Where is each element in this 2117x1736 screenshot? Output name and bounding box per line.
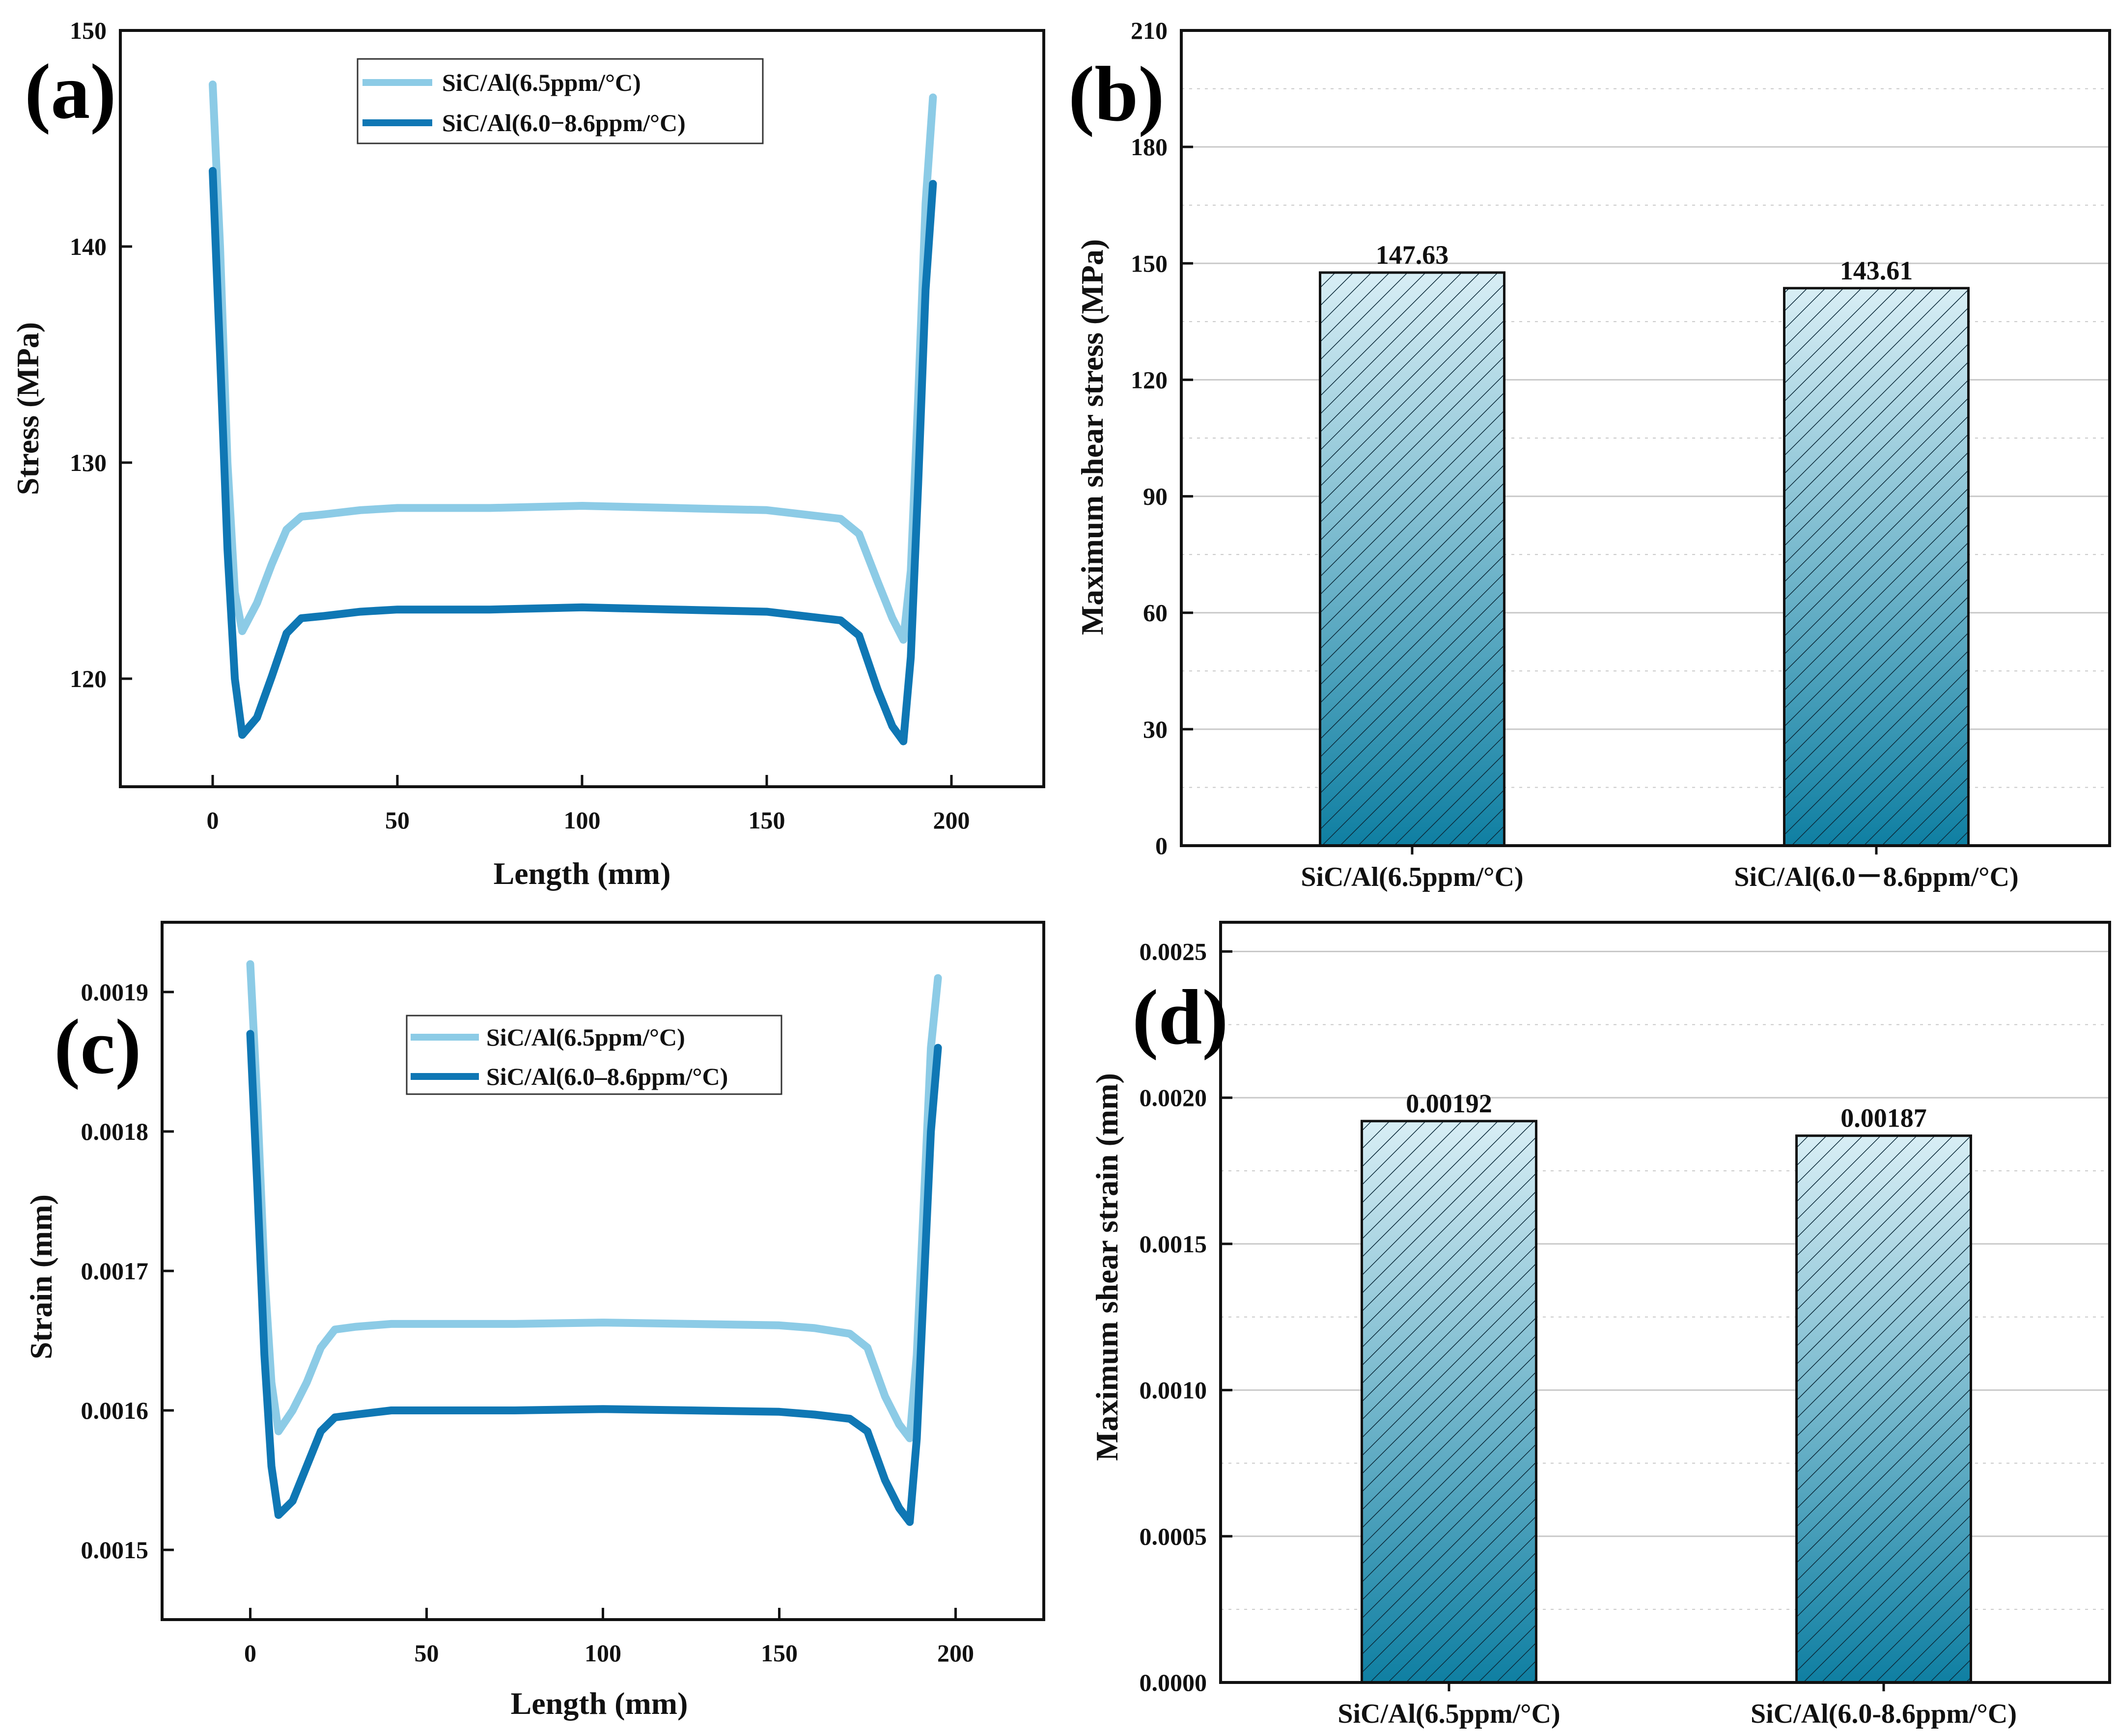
panel-c-series-light-line — [246, 960, 942, 1442]
panel-c-y-tick-label: 0.0017 — [81, 1257, 149, 1285]
panel-b-y-tick-label: 210 — [1131, 17, 1168, 44]
panel-d-bar-2-value-label: 0.00187 — [1840, 1103, 1927, 1133]
panel-c-x-axis-title: Length (mm) — [511, 1686, 688, 1721]
panel-b-bar-1-hatch — [1319, 271, 1505, 847]
panel-a-y-tick-label: 150 — [70, 17, 107, 44]
panel-b-y-tick-label: 180 — [1131, 133, 1168, 161]
panel-a-letter: (a) — [25, 48, 116, 135]
panel-d-y-tick-label: 0.0000 — [1140, 1669, 1207, 1696]
panel-b-letter: (b) — [1068, 50, 1165, 138]
panel-c-x-tick-label: 150 — [761, 1639, 798, 1667]
panel-c-legend-label-dark: SiC/Al(6.0–8.6ppm/°C) — [486, 1063, 728, 1090]
panel-b-bar-2-value-label: 143.61 — [1840, 256, 1913, 285]
panel-c-strain-line-chart: 0.0015 0.0016 0.0017 0.0018 0.0019 0 50 100 150… — [24, 921, 1045, 1721]
panel-a-y-tick-label: 130 — [70, 449, 107, 476]
panel-b-category-label: SiC/Al(6.5ppm/°C) — [1301, 862, 1523, 892]
panel-a-x-tick-label: 0 — [207, 806, 219, 834]
panel-b-y-tick-label: 30 — [1143, 716, 1168, 743]
panel-d-category-label: SiC/Al(6.0-8.6ppm/°C) — [1751, 1699, 2017, 1729]
panel-d-y-tick-label: 0.0005 — [1140, 1522, 1207, 1550]
panel-a-y-tick-label: 140 — [70, 233, 107, 260]
panel-d-bar-2-hatch — [1795, 1134, 1972, 1684]
panel-a-x-tick-label: 100 — [564, 806, 601, 834]
panel-b-y-tick-label: 90 — [1143, 483, 1168, 510]
panel-d-y-tick-label: 0.0010 — [1140, 1377, 1207, 1404]
panel-b-y-tick-label: 150 — [1131, 249, 1168, 277]
panel-d-y-tick-label: 0.0020 — [1140, 1084, 1207, 1111]
panel-d-plot-frame — [1219, 921, 2111, 1684]
panel-a-legend: SiC/Al(6.5ppm/°C) SiC/Al(6.0−8.6ppm/°C) — [357, 58, 764, 144]
panel-a-y-tick-label: 120 — [70, 665, 107, 692]
panel-b-y-tick-label: 0 — [1155, 832, 1168, 859]
panel-c-y-axis-title: Strain (mm) — [24, 1194, 58, 1359]
panel-d-y-tick-label: 0.0025 — [1140, 938, 1207, 965]
panel-a-legend-label-light: SiC/Al(6.5ppm/°C) — [442, 69, 641, 96]
panel-d-y-axis-title: Maximum shear strain (mm) — [1089, 1073, 1124, 1461]
panel-a-x-tick-label: 200 — [933, 806, 970, 834]
panel-c-y-tick-label: 0.0018 — [81, 1118, 149, 1145]
panel-c-letter: (c) — [54, 1003, 141, 1090]
panel-a-x-tick-label: 50 — [385, 806, 410, 834]
panel-a-legend-label-dark: SiC/Al(6.0−8.6ppm/°C) — [442, 109, 686, 137]
panel-a-series-light-line — [209, 81, 937, 644]
panel-d-bar-1-hatch — [1361, 1120, 1537, 1684]
panel-b-plot-frame — [1180, 29, 2111, 847]
panel-d-y-tick-label: 0.0015 — [1140, 1230, 1207, 1258]
panel-c-x-tick-label: 100 — [585, 1639, 621, 1667]
panel-d-strain-bar-chart: 0.00192 0.00187 0.0000 0.0005 0.0010 0.0015 0… — [1089, 921, 2111, 1729]
panel-b-y-axis-title: Maximum shear stress (MPa) — [1075, 239, 1110, 635]
panel-a-x-axis-title: Length (mm) — [494, 856, 671, 891]
panel-b-y-tick-label: 120 — [1131, 366, 1168, 393]
panel-d-letter: (d) — [1132, 973, 1228, 1061]
panel-c-x-tick-label: 200 — [937, 1639, 974, 1667]
panel-c-series-dark-line — [246, 1030, 942, 1526]
panel-b-bar-1-value-label: 147.63 — [1376, 240, 1449, 270]
panel-c-y-tick-label: 0.0016 — [81, 1397, 149, 1424]
panel-c-x-tick-label: 50 — [415, 1639, 439, 1667]
panel-a-y-axis-title: Stress (MPa) — [10, 322, 45, 496]
panel-d-bar-1-value-label: 0.00192 — [1406, 1089, 1492, 1118]
panel-c-y-tick-label: 0.0019 — [81, 978, 149, 1006]
panel-b-y-tick-label: 60 — [1143, 599, 1168, 627]
panel-c-y-tick-label: 0.0015 — [81, 1536, 149, 1564]
panel-b-bar-2-hatch — [1783, 287, 1970, 847]
panel-c-legend-label-light: SiC/Al(6.5ppm/°C) — [486, 1023, 685, 1051]
panel-b-stress-bar-chart: 147.63 143.61 0 30 60 90 120 150 180 210 SiC/Al(… — [1068, 17, 2111, 892]
panel-c-x-tick-label: 0 — [244, 1639, 256, 1667]
panel-b-category-label: SiC/Al(6.0－8.6ppm/°C) — [1734, 862, 2018, 892]
panel-a-x-tick-label: 150 — [749, 806, 785, 834]
panel-c-legend: SiC/Al(6.5ppm/°C) SiC/Al(6.0–8.6ppm/°C) — [406, 1015, 782, 1095]
panel-a-series-dark-line — [209, 167, 937, 745]
panel-a-stress-line-chart: 120 130 140 150 0 50 100 150 200 (a) Length (mm… — [10, 17, 1045, 891]
panel-d-category-label: SiC/Al(6.5ppm/°C) — [1337, 1699, 1560, 1729]
